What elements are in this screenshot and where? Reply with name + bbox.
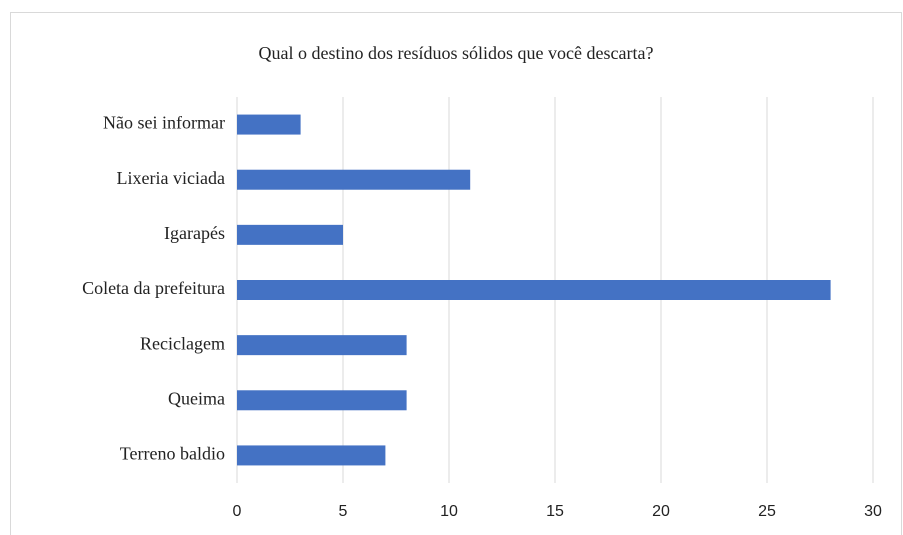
y-tick-label: Queima bbox=[168, 388, 225, 408]
bar bbox=[237, 169, 471, 190]
x-tick-label: 0 bbox=[233, 503, 242, 520]
x-tick-label: 5 bbox=[339, 503, 348, 520]
y-tick-label: Coleta da prefeitura bbox=[82, 278, 225, 298]
x-tick-label: 20 bbox=[652, 503, 670, 520]
y-tick-label: Reciclagem bbox=[140, 333, 225, 353]
x-tick-label: 25 bbox=[758, 503, 776, 520]
bar bbox=[237, 335, 407, 356]
bar bbox=[237, 114, 301, 135]
x-tick-label: 10 bbox=[440, 503, 458, 520]
y-tick-label: Não sei informar bbox=[103, 113, 225, 133]
bar bbox=[237, 280, 831, 300]
bar bbox=[237, 224, 343, 245]
y-tick-label: Lixeria viciada bbox=[117, 168, 225, 188]
bar bbox=[237, 445, 386, 466]
chart-title: Qual o destino dos resíduos sólidos que … bbox=[259, 43, 654, 63]
x-tick-label: 30 bbox=[864, 503, 882, 520]
y-tick-label: Igarapés bbox=[164, 223, 225, 243]
x-tick-label: 15 bbox=[546, 503, 564, 520]
chart-frame bbox=[10, 12, 902, 535]
bar bbox=[237, 390, 407, 411]
y-tick-label: Terreno baldio bbox=[120, 444, 225, 464]
